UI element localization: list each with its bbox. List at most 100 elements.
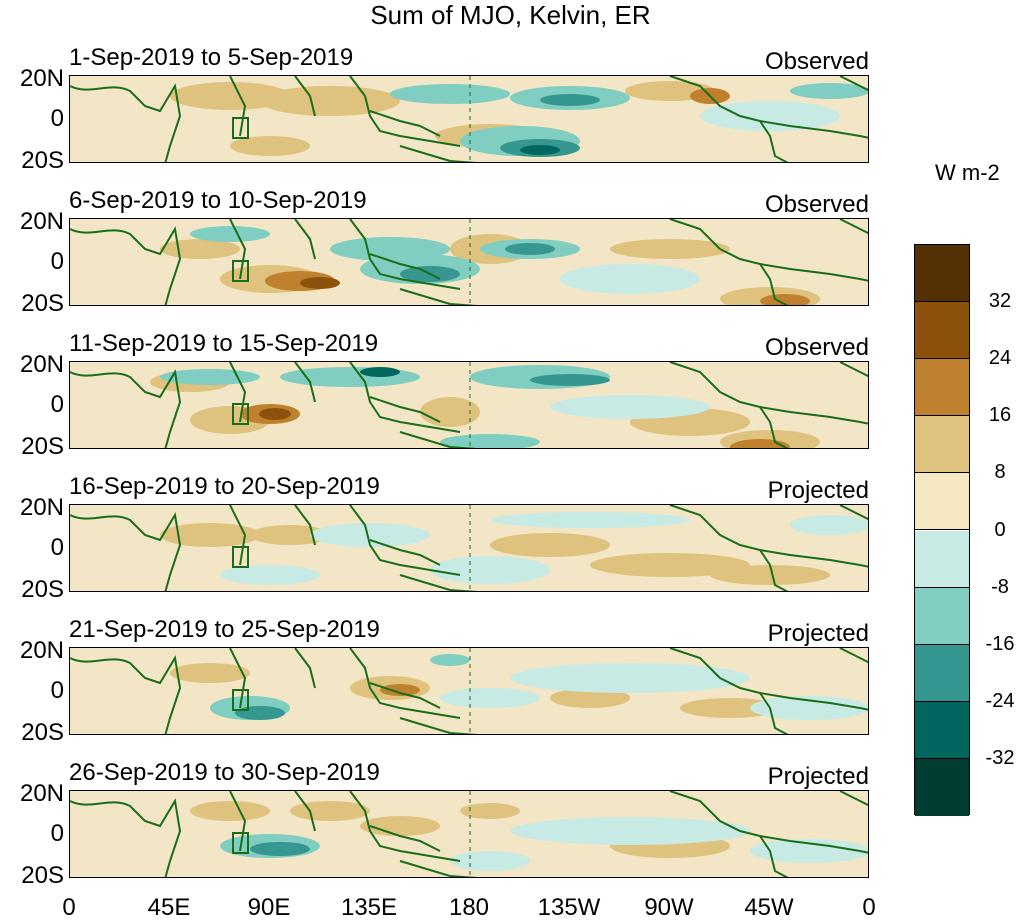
map-panel (69, 75, 869, 163)
coastline (669, 219, 789, 305)
colorbar-segment (915, 302, 969, 360)
panel-period-label: 26-Sep-2019 to 30-Sep-2019 (69, 759, 380, 786)
anomaly-region (550, 395, 710, 419)
latitude-tick-label: 20N (19, 208, 64, 235)
coastline (759, 406, 868, 425)
anomaly-region (235, 706, 285, 720)
coastline (369, 539, 441, 566)
coastline (839, 76, 868, 92)
panel-type-label: Observed (764, 334, 869, 361)
coastline (839, 362, 868, 378)
coastline (349, 362, 461, 433)
coastline (369, 110, 441, 137)
island-outline (232, 403, 249, 425)
colorbar-segment (915, 245, 969, 303)
longitude-tick-label: 0 (862, 894, 876, 921)
anomaly-region (230, 136, 310, 156)
map-panel (69, 504, 869, 592)
coastline (70, 512, 182, 591)
island-outline (232, 832, 249, 854)
longitude-tick-label: 45W (744, 894, 794, 921)
anomaly-region (790, 515, 868, 535)
coastline (70, 655, 182, 734)
coastline (669, 648, 789, 734)
panel-period-label: 1-Sep-2019 to 5-Sep-2019 (69, 44, 354, 71)
coastline (669, 505, 789, 591)
colorbar-segment (915, 530, 969, 588)
latitude-tick-label: 20S (21, 719, 64, 746)
anomaly-region (360, 367, 400, 377)
anomaly-region (450, 851, 530, 871)
latitude-tick-label: 20S (21, 290, 64, 317)
island-outline (232, 117, 249, 139)
anomaly-region (550, 688, 630, 708)
anomaly-region (710, 565, 830, 585)
coastline (229, 219, 247, 280)
panel-type-label: Observed (764, 191, 869, 218)
latitude-tick-label: 20N (19, 637, 64, 664)
anomaly-region (490, 533, 610, 557)
longitude-tick-label: 90W (644, 894, 694, 921)
anomaly-region (380, 684, 420, 696)
anomaly-region (430, 654, 470, 666)
longitude-tick-label: 135W (537, 894, 601, 921)
anomaly-region (750, 696, 868, 720)
colorbar-tick-label: 16 (988, 404, 1012, 427)
coastline (229, 362, 247, 423)
figure-title: Sum of MJO, Kelvin, ER (370, 0, 651, 30)
anomaly-region (170, 82, 290, 110)
colorbar-segment (915, 701, 969, 759)
island-outline (232, 260, 249, 282)
anomaly-map (70, 76, 868, 162)
panel-type-label: Projected (767, 477, 869, 504)
anomaly-region (190, 226, 270, 242)
anomaly-region (505, 243, 555, 255)
anomaly-region (540, 94, 600, 106)
coastline (369, 682, 441, 709)
coastline (839, 219, 868, 235)
coastline (399, 288, 477, 305)
anomaly-region (590, 553, 750, 577)
anomaly-region (430, 556, 550, 584)
longitude-tick-label: 45E (147, 894, 191, 921)
colorbar (914, 244, 970, 816)
colorbar-tick-label: -24 (985, 689, 1015, 712)
anomaly-region (160, 239, 240, 259)
latitude-tick-label: 0 (50, 391, 64, 418)
latitude-tick-label: 20S (21, 147, 64, 174)
anomaly-map (70, 505, 868, 591)
longitude-tick-label: 180 (448, 894, 490, 921)
anomaly-region (160, 523, 260, 547)
panel-period-label: 21-Sep-2019 to 25-Sep-2019 (69, 616, 380, 643)
coastline (294, 76, 316, 117)
coastline (229, 648, 247, 709)
panel-period-label: 6-Sep-2019 to 10-Sep-2019 (69, 187, 367, 214)
anomaly-region (700, 101, 840, 131)
anomaly-region (259, 408, 291, 420)
coastline (294, 505, 316, 546)
anomaly-region (310, 523, 430, 547)
anomaly-region (360, 816, 440, 836)
anomaly-region (250, 842, 310, 856)
anomaly-region (190, 801, 270, 821)
anomaly-region (390, 84, 510, 104)
anomaly-region (250, 525, 330, 545)
longitude-tick-label: 90E (247, 894, 291, 921)
coastline (349, 791, 461, 862)
coastline (229, 791, 247, 852)
coastline (229, 505, 247, 566)
coastline (399, 145, 477, 162)
latitude-tick-label: 20S (21, 862, 64, 889)
coastline (294, 648, 316, 689)
anomaly-map (70, 219, 868, 305)
coastline (369, 396, 441, 423)
anomaly-region (170, 663, 250, 683)
latitude-tick-label: 0 (50, 534, 64, 561)
colorbar-segment (915, 359, 969, 417)
map-panel (69, 790, 869, 878)
latitude-tick-label: 0 (50, 248, 64, 275)
anomaly-region (560, 264, 700, 294)
latitude-tick-label: 20N (19, 494, 64, 521)
colorbar-tick-label: -8 (991, 575, 1009, 598)
colorbar-segment (915, 473, 969, 531)
